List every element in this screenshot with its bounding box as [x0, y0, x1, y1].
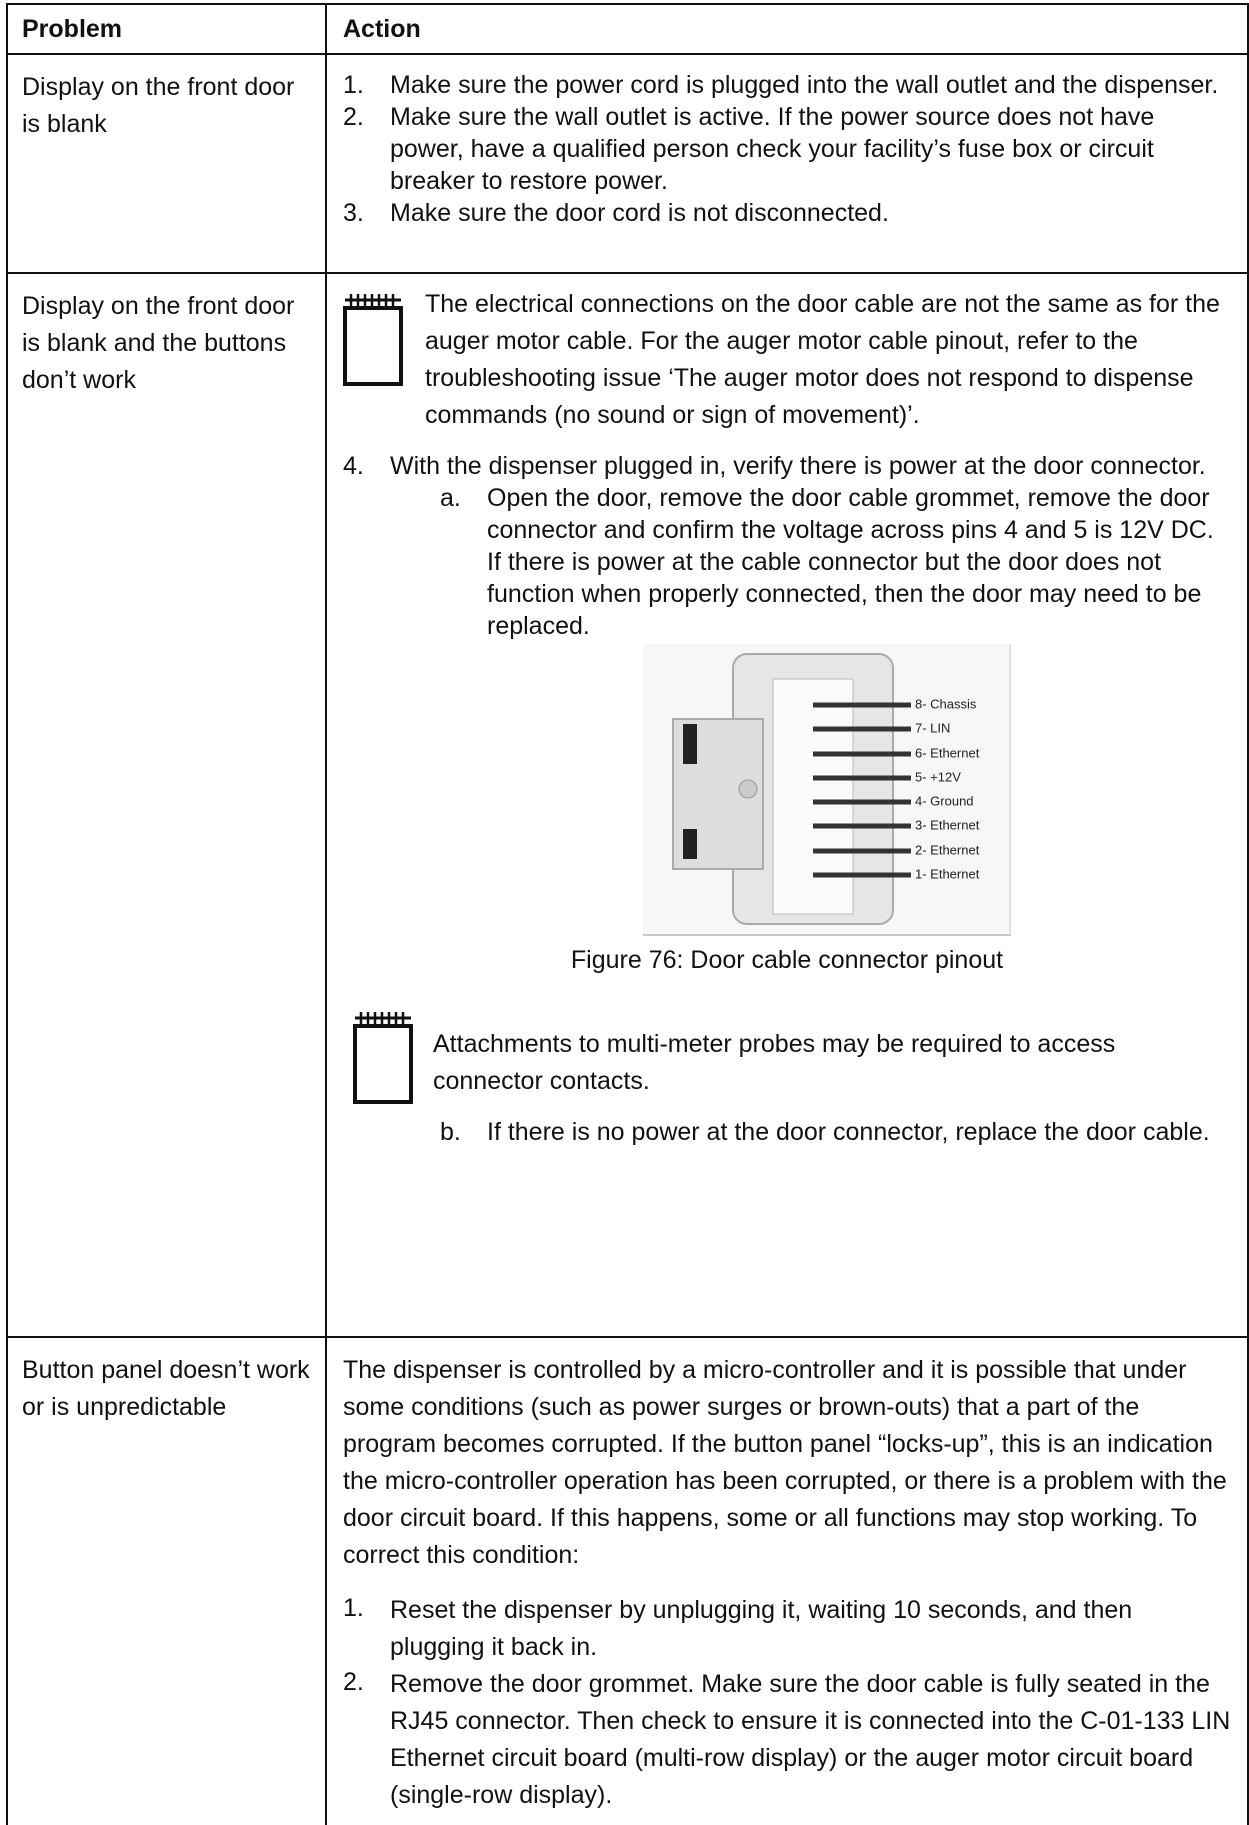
step-text: Open the door, remove the door cable gro…	[487, 484, 1214, 640]
step-text: Make sure the wall outlet is active. If …	[390, 103, 1155, 195]
step-text: Remove the door grommet. Make sure the d…	[390, 1670, 1231, 1809]
connector-image: 8- Chassis 7- LIN 6- Ethernet 5- +12V 4-…	[643, 644, 1011, 936]
step: 2. Make sure the wall outlet is active. I…	[343, 101, 1231, 197]
pin-label: 6- Ethernet	[915, 745, 980, 760]
pin-label: 7- LIN	[915, 720, 950, 735]
step-text: With the dispenser plugged in, verify th…	[390, 452, 1206, 480]
pin-label: 3- Ethernet	[915, 817, 980, 832]
header-row: Problem Action	[6, 3, 1249, 55]
page: Problem Action Display on the front door…	[6, 3, 1249, 1825]
figure: 8- Chassis 7- LIN 6- Ethernet 5- +12V 4-…	[343, 644, 1231, 976]
figure-caption: Figure 76: Door cable connector pinout	[570, 946, 1004, 974]
marker: 1.	[343, 71, 364, 99]
note: Attachments to multi-meter probes may be…	[343, 1004, 1231, 1104]
marker: b.	[440, 1118, 461, 1146]
substep: a. Open the door, remove the door cable g…	[440, 482, 1231, 642]
note-text: Attachments to multi-meter probes may be…	[433, 1030, 1116, 1095]
marker: a.	[440, 484, 461, 512]
problem-cell: Display on the front door is blank and t…	[6, 272, 327, 1338]
header-cell: Action	[325, 3, 1249, 55]
step-text: Make sure the door cord is not disconnec…	[390, 199, 889, 227]
row: Button panel doesn’t work or is unpredic…	[6, 1336, 1249, 1825]
marker: 2.	[343, 1668, 364, 1696]
step: 2. Remove the door grommet. Make sure the…	[343, 1666, 1231, 1814]
row: Display on the front door is blank 1. Mak…	[6, 53, 1249, 274]
row: Display on the front door is blank and t…	[6, 272, 1249, 1338]
note-text: The electrical connections on the door c…	[425, 290, 1220, 429]
problem-cell: Display on the front door is blank	[6, 53, 327, 274]
step-text: Reset the dispenser by unplugging it, wa…	[390, 1596, 1133, 1661]
paragraph: The dispenser is controlled by a micro-c…	[343, 1356, 1227, 1569]
pin-label: 2- Ethernet	[915, 842, 980, 857]
action-cell: 1. Make sure the power cord is plugged in…	[325, 53, 1249, 274]
pin-label: 1- Ethernet	[915, 866, 980, 881]
troubleshooting-table: Problem Action Display on the front door…	[6, 3, 1249, 1825]
note: The electrical connections on the door c…	[343, 286, 1231, 434]
marker: 2.	[343, 103, 364, 131]
step-text: Make sure the power cord is plugged into…	[390, 71, 1219, 99]
marker: 4.	[343, 452, 364, 480]
step: 1. Reset the dispenser by unplugging it, …	[343, 1592, 1231, 1666]
action-cell: The electrical connections on the door c…	[325, 272, 1249, 1338]
marker: 1.	[343, 1594, 364, 1622]
note-icon	[353, 1012, 413, 1104]
problem-cell: Button panel doesn’t work or is unpredic…	[6, 1336, 327, 1825]
step: 3. Make sure the door cord is not disconn…	[343, 197, 1231, 229]
pin-label: 4- Ground	[915, 793, 974, 808]
pin-label: 8- Chassis	[915, 696, 977, 711]
action-cell: The dispenser is controlled by a micro-c…	[325, 1336, 1249, 1825]
step-text: If there is no power at the door connect…	[487, 1118, 1210, 1146]
header-cell: Problem	[6, 3, 327, 55]
pin-label: 5- +12V	[915, 769, 961, 784]
note-icon	[343, 294, 403, 386]
step: 1. Make sure the power cord is plugged in…	[343, 69, 1231, 101]
substep: b. If there is no power at the door conne…	[440, 1116, 1231, 1148]
marker: 3.	[343, 199, 364, 227]
step: 4. With the dispenser plugged in, verify …	[343, 450, 1231, 482]
